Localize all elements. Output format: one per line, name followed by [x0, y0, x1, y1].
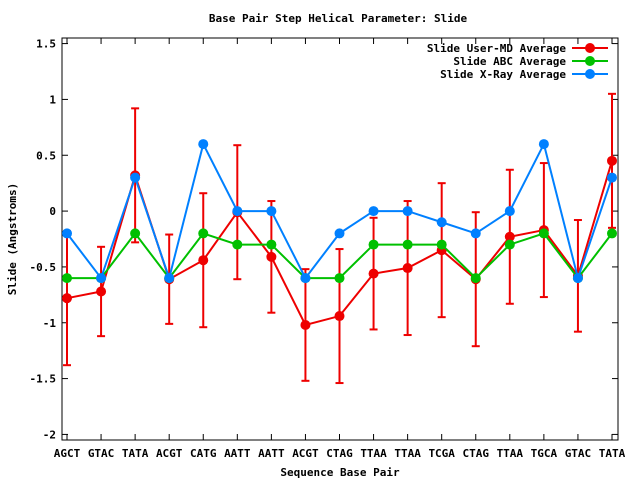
y-tick-label: 0 — [49, 205, 56, 218]
legend-swatch-marker — [585, 56, 595, 66]
series-3 — [62, 139, 617, 284]
data-point — [198, 139, 209, 150]
data-point — [96, 273, 107, 284]
data-point — [402, 263, 413, 274]
y-tick-label: 1.5 — [36, 38, 56, 51]
data-point — [130, 228, 141, 239]
legend-label: Slide ABC Average — [453, 55, 566, 68]
y-tick-label: -0.5 — [30, 261, 57, 274]
x-tick-label: TGCA — [531, 447, 558, 460]
y-tick-label: -1 — [43, 317, 57, 330]
data-point — [232, 206, 243, 217]
y-axis: 1.5 1 0.5 0 -0.5 -1 -1.5 -2 — [30, 38, 618, 441]
x-tick-label: GTAC — [565, 447, 592, 460]
data-point — [538, 228, 549, 239]
data-point — [436, 239, 447, 250]
series-1 — [62, 92, 617, 385]
data-point — [368, 268, 379, 279]
x-tick-label: TTAA — [497, 447, 524, 460]
data-point — [334, 228, 345, 239]
data-point — [572, 273, 583, 284]
legend-label: Slide X-Ray Average — [440, 68, 566, 81]
data-point — [300, 319, 311, 330]
data-point — [368, 239, 379, 250]
data-point — [470, 273, 481, 284]
data-point — [470, 228, 481, 239]
data-point — [607, 172, 617, 183]
data-point — [266, 206, 277, 217]
data-point — [607, 228, 617, 239]
y-tick-label: 0.5 — [36, 149, 56, 162]
data-point — [436, 217, 447, 228]
data-point — [607, 155, 617, 166]
x-tick-label: ACGT — [156, 447, 183, 460]
data-point — [130, 172, 141, 183]
data-point — [368, 206, 379, 217]
data-point — [164, 273, 175, 284]
data-point — [504, 206, 515, 217]
x-tick-label: GTAC — [88, 447, 115, 460]
data-point — [62, 273, 72, 284]
data-point — [62, 228, 72, 239]
data-point — [300, 273, 311, 284]
data-point — [538, 139, 549, 150]
legend-label: Slide User-MD Average — [427, 42, 566, 55]
data-point — [402, 206, 413, 217]
x-tick-label: TTAA — [360, 447, 387, 460]
data-point — [402, 239, 413, 250]
y-tick-label: -1.5 — [30, 373, 57, 386]
data-point — [96, 286, 107, 297]
x-tick-label: CTAG — [326, 447, 353, 460]
chart-title: Base Pair Step Helical Parameter: Slide — [209, 12, 468, 25]
x-axis-label: Sequence Base Pair — [280, 466, 400, 479]
data-point — [266, 239, 277, 250]
x-tick-label: AGCT — [54, 447, 81, 460]
x-tick-label: AATT — [258, 447, 285, 460]
data-point — [232, 239, 243, 250]
data-point — [504, 239, 515, 250]
x-tick-label: TATA — [122, 447, 149, 460]
data-point — [198, 255, 209, 266]
x-tick-label: ACGT — [292, 447, 319, 460]
data-point — [504, 231, 515, 242]
data-point — [266, 251, 277, 262]
data-point — [334, 273, 345, 284]
x-tick-label: CATG — [190, 447, 217, 460]
series-layer — [62, 92, 617, 385]
data-point — [62, 293, 72, 304]
y-axis-label: Slide (Angstroms) — [6, 183, 19, 296]
x-tick-label: AATT — [224, 447, 251, 460]
x-tick-label: CTAG — [463, 447, 490, 460]
y-tick-label: 1 — [49, 93, 56, 106]
x-axis: AGCT GTAC TATA ACGT CATG AATT AATT ACGT CTAG TTAA… — [54, 38, 626, 460]
legend-swatch-marker — [585, 69, 595, 79]
x-tick-label: TCGA — [428, 447, 455, 460]
y-tick-label: -2 — [43, 428, 56, 441]
legend-swatch-marker — [585, 43, 595, 53]
x-tick-label: TTAA — [394, 447, 421, 460]
data-point — [334, 311, 345, 322]
x-tick-label: TATA — [599, 447, 626, 460]
data-point — [198, 228, 209, 239]
